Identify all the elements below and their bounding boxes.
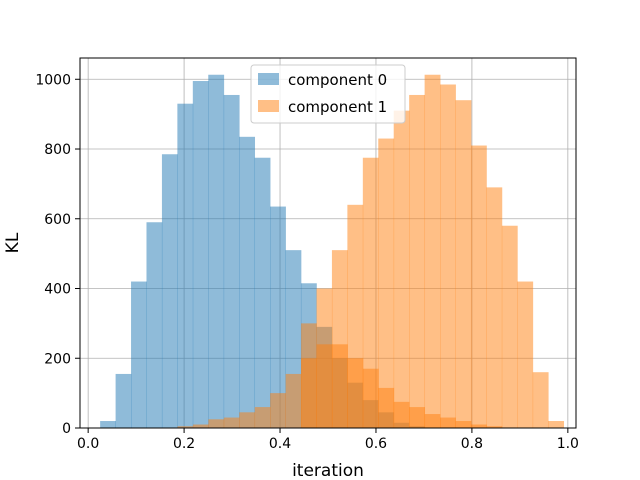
x-tick-label: 1.0 xyxy=(557,436,579,452)
ticks-layer: 0.0 0.2 0.4 0.6 0.8 1.0 0 200 400 600 800 1000 xyxy=(35,72,579,452)
legend-swatch-component-0 xyxy=(258,73,279,85)
histogram-bar xyxy=(208,419,225,428)
histogram-bar xyxy=(270,206,286,428)
histogram-bar xyxy=(285,373,302,428)
histogram-bar xyxy=(239,136,256,428)
legend-frame xyxy=(250,64,406,124)
plot-frame xyxy=(79,57,577,429)
histogram-bar xyxy=(254,157,271,429)
histogram-bar xyxy=(424,74,441,428)
histogram-bar xyxy=(115,373,132,428)
histogram-bar xyxy=(393,110,410,428)
histogram-bar xyxy=(532,372,549,428)
histogram-bar xyxy=(161,154,178,428)
histogram-bar xyxy=(517,281,534,428)
x-axis-label: iteration xyxy=(292,461,364,480)
x-tick-label: 0.6 xyxy=(365,436,387,452)
y-tick-label: 400 xyxy=(44,282,71,298)
x-tick-label: 0.4 xyxy=(269,436,291,452)
histogram-bar xyxy=(331,250,348,428)
x-tick-label: 0.8 xyxy=(461,436,483,452)
histogram-bar xyxy=(254,407,271,428)
legend-swatch-component-1 xyxy=(258,100,279,112)
histogram-bar xyxy=(208,74,225,428)
legend-label-component-0: component 0 xyxy=(288,71,387,89)
histogram-bar xyxy=(223,94,240,429)
histogram-bar xyxy=(270,393,286,428)
y-tick-label: 1000 xyxy=(35,72,71,88)
y-tick-label: 800 xyxy=(44,142,71,158)
histogram-bar xyxy=(548,421,565,428)
y-tick-label: 600 xyxy=(44,212,71,228)
legend: component 0 component 1 xyxy=(250,64,406,124)
histogram-bar xyxy=(501,225,518,428)
histogram-bar xyxy=(177,426,194,428)
legend-label-component-1: component 1 xyxy=(288,98,387,116)
x-tick-label: 0.0 xyxy=(77,436,99,452)
bars-layer xyxy=(100,74,565,429)
histogram-bar xyxy=(409,94,426,429)
histogram-bar xyxy=(316,288,333,428)
histogram-bar xyxy=(347,204,364,428)
histogram-bar xyxy=(239,412,256,428)
histogram-bar xyxy=(100,421,116,428)
histogram-bar xyxy=(177,103,194,428)
x-tick-label: 0.2 xyxy=(173,436,195,452)
histogram-bar xyxy=(131,281,147,428)
histogram-bar xyxy=(192,81,209,428)
y-tick-label: 0 xyxy=(62,421,71,437)
histogram-bar xyxy=(301,323,317,428)
histogram-bar xyxy=(378,138,395,428)
histogram-bar xyxy=(470,145,487,428)
y-tick-label: 200 xyxy=(44,351,71,367)
histogram-bar xyxy=(362,157,379,429)
histogram-bar xyxy=(223,417,240,428)
histogram-bar xyxy=(146,222,163,428)
histogram-bar xyxy=(192,424,209,428)
histogram-bar xyxy=(440,84,456,428)
histogram-bar xyxy=(455,100,472,428)
y-axis-label: KL xyxy=(3,232,23,253)
histogram-bar xyxy=(486,187,503,428)
